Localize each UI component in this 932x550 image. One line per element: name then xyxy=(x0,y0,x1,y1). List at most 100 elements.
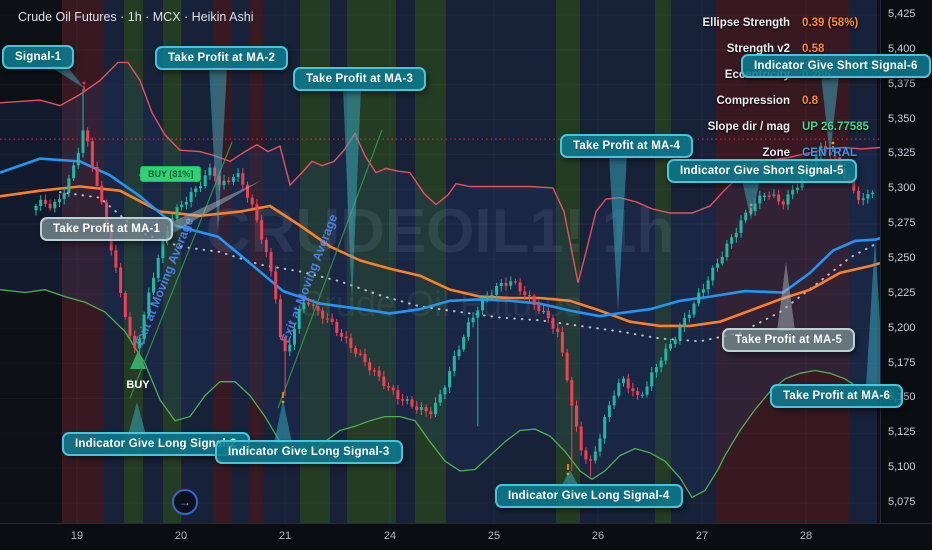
candle xyxy=(523,291,527,296)
candle xyxy=(678,326,682,340)
price-axis[interactable]: 5,336 12:20 5,307 5,4255,4005,3755,3505,… xyxy=(880,0,932,523)
candle xyxy=(321,310,325,319)
indicator-zone-band xyxy=(556,0,580,523)
indicator-zone-band xyxy=(396,0,415,523)
candle xyxy=(767,195,771,197)
trend-line[interactable] xyxy=(277,129,383,409)
candle xyxy=(551,318,555,329)
callout-take-profit-at-ma-3[interactable]: Take Profit at MA-3 xyxy=(293,67,427,91)
candle xyxy=(448,371,452,388)
indicator-zone-band xyxy=(124,0,143,523)
price-tick: 5,325 xyxy=(888,147,916,160)
candle xyxy=(481,299,484,311)
candle xyxy=(114,250,118,268)
candle xyxy=(495,286,499,295)
callout-take-profit-at-ma-5[interactable]: Take Profit at MA-5 xyxy=(722,328,856,352)
buy-arrow-icon[interactable] xyxy=(130,351,146,369)
candle xyxy=(119,267,123,294)
legend-row: Zone CENTRAL xyxy=(522,140,882,166)
candle xyxy=(147,292,151,315)
candle xyxy=(857,190,860,200)
candle xyxy=(208,167,212,176)
candle xyxy=(354,347,358,354)
callout-take-profit-at-ma-2[interactable]: Take Profit at MA-2 xyxy=(155,46,289,70)
candle xyxy=(499,282,503,287)
candle xyxy=(570,380,574,406)
price-tick: 5,175 xyxy=(888,356,916,369)
candle xyxy=(415,406,419,410)
candle xyxy=(438,394,442,403)
symbol-title[interactable]: Crude Oil Futures · 1h · MCX · Heikin As… xyxy=(18,10,254,24)
candle xyxy=(528,295,531,297)
candle xyxy=(227,180,231,182)
candle xyxy=(405,399,409,401)
indicator-zone-band xyxy=(446,0,556,523)
candle xyxy=(264,239,268,253)
indicator-zone-band xyxy=(671,0,716,523)
candle xyxy=(532,295,536,305)
candle xyxy=(199,186,202,189)
legend-label: Slope dir / mag xyxy=(707,121,790,133)
candle xyxy=(274,271,278,300)
callout-take-profit-at-ma-4[interactable]: Take Profit at MA-4 xyxy=(560,134,694,158)
price-tick: 5,225 xyxy=(888,286,916,299)
candle xyxy=(194,188,198,193)
candle xyxy=(382,376,386,387)
candle xyxy=(739,220,743,233)
candle xyxy=(424,407,428,412)
candle xyxy=(311,304,315,307)
candle xyxy=(866,194,870,199)
candle xyxy=(307,302,311,305)
clock-icon[interactable]: → xyxy=(172,489,198,515)
callout-take-profit-at-ma-6[interactable]: Take Profit at MA-6 xyxy=(770,384,904,408)
candle xyxy=(716,263,719,268)
callout-indicator-give-short-signal-6[interactable]: Indicator Give Short Signal-6 xyxy=(741,54,931,78)
candle xyxy=(363,354,367,363)
indicator-zone-band xyxy=(163,0,181,523)
candle xyxy=(452,356,456,372)
candle xyxy=(175,207,179,219)
candle xyxy=(753,203,757,212)
indicator-zone-band xyxy=(249,0,263,523)
candle xyxy=(401,399,405,401)
legend-value: 0.8 xyxy=(802,95,818,107)
candle xyxy=(391,387,395,391)
candle xyxy=(659,360,663,368)
callout-indicator-give-long-signal-4[interactable]: Indicator Give Long Signal-4 xyxy=(495,484,683,508)
candle xyxy=(269,252,273,272)
candle xyxy=(128,316,132,336)
candle xyxy=(669,343,672,349)
watermark-symbol: CRUDEOIL1! 1h xyxy=(206,197,674,266)
candle xyxy=(283,337,287,352)
callout-indicator-give-long-signal-3[interactable]: Indicator Give Long Signal-3 xyxy=(215,440,403,464)
candle xyxy=(725,243,729,257)
callout-indicator-give-long-signal-2[interactable]: Indicator Give Long Signal-2 xyxy=(62,432,250,456)
candle xyxy=(288,344,292,352)
candle xyxy=(645,386,649,395)
candle xyxy=(622,378,625,383)
candle xyxy=(730,237,734,244)
candle xyxy=(490,294,494,297)
callout-take-profit-at-ma-1[interactable]: Take Profit at MA-1 xyxy=(40,217,174,241)
candle xyxy=(184,202,188,205)
candle xyxy=(791,190,795,195)
candle xyxy=(377,370,381,377)
candle xyxy=(161,239,165,258)
candle xyxy=(744,212,748,221)
candle xyxy=(62,192,66,200)
trend-line[interactable] xyxy=(129,141,233,399)
time-axis[interactable]: 19 20 21 24 25 26 27 28 xyxy=(0,523,932,550)
callout-indicator-give-short-signal-5[interactable]: Indicator Give Short Signal-5 xyxy=(667,159,857,183)
time-tick: 27 xyxy=(695,530,709,542)
candle xyxy=(504,282,508,286)
candle xyxy=(692,303,696,315)
indicator-zone-band xyxy=(849,0,877,523)
buy-percent-label[interactable]: BUY [81%] xyxy=(138,166,202,182)
candle xyxy=(542,310,546,313)
signal-mark-dot xyxy=(82,81,86,85)
candle xyxy=(575,405,578,427)
candle xyxy=(772,194,776,196)
candle xyxy=(358,353,362,355)
callout-signal-1[interactable]: Signal-1 xyxy=(2,45,75,69)
